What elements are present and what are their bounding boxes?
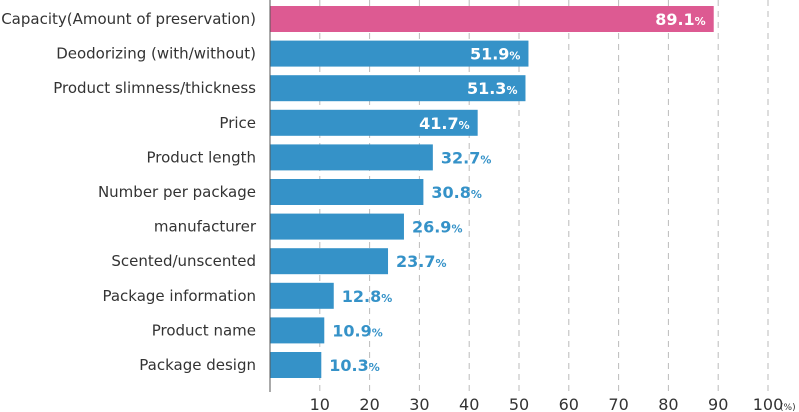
bar xyxy=(270,144,433,171)
value-number: 32.7 xyxy=(441,148,480,167)
value-suffix: % xyxy=(369,361,380,374)
value-number: 51.9 xyxy=(470,45,509,64)
value-label: 41.7% xyxy=(419,114,470,133)
x-tick-label: 20 xyxy=(359,395,379,412)
bar xyxy=(270,213,404,240)
value-number: 26.9 xyxy=(412,218,451,237)
bar xyxy=(270,317,325,344)
value-label: 10.3% xyxy=(329,356,380,375)
x-tick-label: 50 xyxy=(509,395,529,412)
bar xyxy=(270,6,714,32)
bar xyxy=(270,40,529,67)
bar xyxy=(270,179,424,205)
category-label: Product name xyxy=(152,321,256,339)
category-label: manufacturer xyxy=(154,218,257,236)
x-tick-label: 80 xyxy=(658,395,678,412)
value-number: 30.8 xyxy=(431,183,470,202)
category-label: Package information xyxy=(102,287,256,305)
x-tick-label: 60 xyxy=(559,395,579,412)
bar xyxy=(270,109,478,136)
x-tick-label: 40 xyxy=(459,395,479,412)
value-number: 23.7 xyxy=(396,252,435,271)
value-label: 32.7% xyxy=(441,148,492,167)
category-label: Product slimness/thickness xyxy=(53,79,256,97)
value-number: 12.8 xyxy=(342,287,381,306)
value-label: 26.9% xyxy=(412,218,463,237)
category-label: Scented/unscented xyxy=(111,252,256,270)
value-suffix: % xyxy=(436,257,447,270)
value-number: 89.1 xyxy=(655,10,694,29)
value-label: 30.8% xyxy=(431,183,482,202)
bar xyxy=(270,282,334,309)
bar xyxy=(270,352,322,378)
x-tick-label: 90 xyxy=(708,395,728,412)
value-suffix: % xyxy=(451,223,462,236)
x-tick-label: 70 xyxy=(608,395,628,412)
value-label: 23.7% xyxy=(396,252,447,271)
value-suffix: % xyxy=(509,50,520,63)
value-number: 41.7 xyxy=(419,114,458,133)
value-suffix: % xyxy=(506,84,517,97)
value-label: 51.3% xyxy=(467,79,518,98)
value-suffix: % xyxy=(372,326,383,339)
value-suffix: % xyxy=(381,292,392,305)
value-suffix: % xyxy=(459,119,470,132)
x-tick-label: 10 xyxy=(310,395,330,412)
value-label: 89.1% xyxy=(655,10,706,29)
category-label: Product length xyxy=(146,148,256,166)
category-label: Number per package xyxy=(98,183,256,201)
value-suffix: % xyxy=(480,153,491,166)
value-labels: 89.1%51.9%51.3%41.7%32.7%30.8%26.9%23.7%… xyxy=(329,10,705,375)
x-tick-label: 30 xyxy=(409,395,429,412)
value-label: 12.8% xyxy=(342,287,393,306)
category-label: Price xyxy=(219,114,256,132)
value-suffix: % xyxy=(695,15,706,28)
value-number: 10.9 xyxy=(332,321,371,340)
value-label: 51.9% xyxy=(470,45,521,64)
value-label: 10.9% xyxy=(332,321,383,340)
bars xyxy=(270,6,714,378)
category-label: Package design xyxy=(139,356,256,374)
x-axis-ticks: 10 20 30 40 50 60 70 80 90 100 xyxy=(310,395,784,412)
category-labels: Capacity(Amount of preservation) Deodoriz… xyxy=(1,10,257,374)
x-tick-label: 100 xyxy=(753,395,784,412)
value-number: 10.3 xyxy=(329,356,368,375)
bar xyxy=(270,248,389,275)
category-label: Capacity(Amount of preservation) xyxy=(1,10,256,28)
value-suffix: % xyxy=(471,188,482,201)
value-number: 51.3 xyxy=(467,79,506,98)
bar xyxy=(270,75,526,102)
x-axis-unit: (%) xyxy=(780,403,796,412)
category-label: Deodorizing (with/without) xyxy=(56,45,256,63)
